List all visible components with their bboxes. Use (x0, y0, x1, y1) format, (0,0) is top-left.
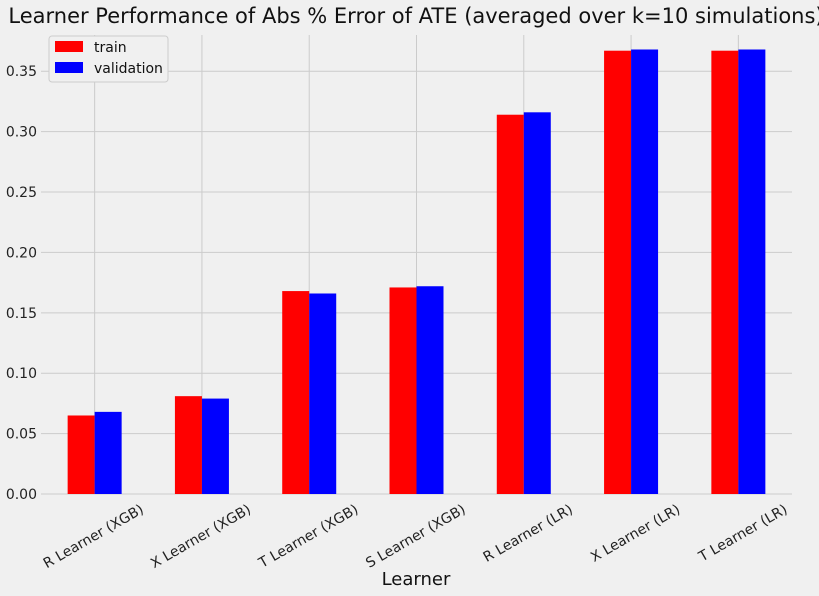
bar-validation-4 (416, 286, 444, 494)
legend-label-validation: validation (94, 61, 163, 77)
bar-train-6 (604, 50, 632, 494)
bar-train-5 (496, 114, 524, 494)
legend: train validation (48, 35, 169, 83)
legend-swatch-validation (55, 62, 83, 73)
y-tick-label: 0.05 (6, 427, 37, 443)
y-tick-label: 0.10 (6, 366, 37, 382)
bar-train-3 (282, 291, 310, 494)
y-tick-label: 0.15 (6, 306, 37, 322)
bar-train-1 (67, 415, 95, 494)
y-tick-label: 0.30 (6, 125, 37, 141)
y-tick-label: 0.20 (6, 245, 37, 261)
y-tick-label: 0.00 (6, 487, 37, 503)
chart-title: Learner Performance of Abs % Error of AT… (8, 4, 819, 28)
bar-validation-3 (309, 293, 337, 494)
bar-train-4 (389, 287, 417, 494)
bar-validation-5 (523, 112, 551, 494)
bar-validation-2 (201, 398, 229, 494)
legend-swatch-train (55, 41, 83, 52)
legend-label-train: train (94, 40, 127, 56)
bar-validation-1 (94, 411, 122, 494)
y-tick-label: 0.25 (6, 185, 37, 201)
bar-train-7 (711, 50, 739, 494)
bar-train-2 (174, 396, 202, 494)
bar-validation-7 (738, 49, 766, 494)
y-tick-label: 0.35 (6, 64, 37, 80)
bar-validation-6 (631, 49, 659, 494)
x-axis-label: Learner (382, 569, 451, 590)
